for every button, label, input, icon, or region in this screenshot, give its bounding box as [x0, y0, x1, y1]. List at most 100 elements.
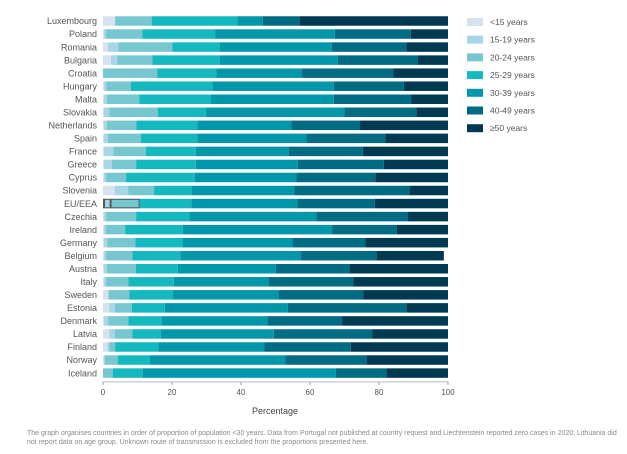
bar-segment — [219, 55, 338, 65]
bar-segment — [104, 316, 109, 326]
legend-swatch — [467, 53, 483, 62]
bar-segment — [332, 224, 397, 235]
bar-segment — [104, 277, 107, 287]
bar-segment — [297, 198, 375, 209]
bar-segment — [109, 303, 115, 313]
bar-segment — [103, 16, 116, 26]
category-label: Netherlands — [48, 121, 97, 131]
bar-segment — [136, 159, 196, 170]
bar-segment — [106, 277, 129, 287]
bar-segment — [275, 264, 350, 274]
bar-segment — [409, 185, 448, 196]
bar-segment — [205, 107, 345, 118]
bar-segment — [237, 16, 263, 26]
bar-segment — [353, 277, 448, 287]
bar-segment — [103, 211, 105, 222]
bar-segment — [342, 316, 448, 326]
bar-segment — [161, 316, 268, 326]
bar-segment — [132, 250, 181, 261]
bar-segment — [376, 250, 444, 261]
bar-segment — [103, 250, 105, 261]
bar-segment — [360, 120, 448, 131]
bar-segment — [173, 277, 269, 287]
tick-label: 0 — [101, 388, 106, 397]
bar-segment — [406, 42, 448, 52]
bar-segment — [104, 198, 111, 209]
bar-segment — [333, 94, 412, 104]
bar-segment — [365, 237, 448, 248]
bar-segment — [117, 55, 153, 65]
legend-label: ≥50 years — [490, 123, 527, 133]
bar-segment — [140, 133, 198, 144]
bar-segment — [136, 120, 198, 131]
bar-segment — [104, 146, 114, 157]
bar-segment — [173, 290, 279, 300]
category-label: Finland — [67, 342, 97, 352]
bar-segment — [103, 55, 111, 65]
bar-segment — [104, 211, 107, 222]
bar-segment — [182, 237, 293, 248]
tick-label: 80 — [375, 388, 384, 397]
bar-segment — [139, 94, 211, 104]
bar-segment — [164, 303, 288, 313]
bar-segment — [125, 224, 183, 235]
bar-segment — [215, 29, 335, 39]
bar-segment — [103, 107, 105, 118]
footnote: The graph organises countries in order o… — [27, 430, 617, 446]
bar-segment — [219, 42, 332, 52]
bar-segment — [103, 185, 115, 196]
bar-segment — [403, 81, 448, 91]
bar-segment — [210, 94, 334, 104]
bar-segment — [411, 94, 448, 104]
bar-segment — [296, 172, 376, 183]
legend-label: <15 years — [490, 17, 528, 27]
category-label: Iceland — [68, 368, 97, 378]
category-label: Luxembourg — [47, 16, 97, 26]
bar-segment — [139, 198, 192, 209]
bar-segment — [106, 250, 133, 261]
bar-segment — [103, 355, 105, 365]
bar-segment — [212, 81, 334, 91]
bar-segment — [363, 290, 448, 300]
bar-segment — [103, 133, 105, 144]
bar-segment — [107, 42, 119, 52]
bar-segment — [106, 81, 131, 91]
legend-label: 25-29 years — [490, 70, 535, 80]
category-label: Ireland — [69, 225, 97, 235]
category-label: EU/EEA — [64, 199, 97, 209]
bar-segment — [264, 342, 351, 352]
bar-segment — [103, 29, 105, 39]
bar-segment — [177, 264, 276, 274]
bar-segment — [306, 133, 386, 144]
bar-segment — [145, 146, 196, 157]
bar-segment — [108, 290, 130, 300]
bar-segment — [114, 185, 129, 196]
bar-segment — [344, 107, 417, 118]
bar-segment — [287, 303, 407, 313]
category-label: Croatia — [68, 68, 97, 78]
category-label: Greece — [67, 160, 97, 170]
category-label: Denmark — [60, 316, 97, 326]
bar-segment — [103, 342, 108, 352]
legend-label: 40-49 years — [490, 106, 535, 116]
bar-segment — [302, 68, 394, 78]
bar-segment — [337, 55, 418, 65]
bar-segment — [114, 329, 133, 339]
bar-segment — [115, 16, 152, 26]
bar-segment — [130, 81, 213, 91]
bar-segment — [103, 277, 105, 287]
bar-segment — [107, 237, 136, 248]
bar-segment — [109, 342, 116, 352]
bar-segment — [182, 224, 333, 235]
category-label: Estonia — [67, 303, 97, 313]
bar-segment — [335, 368, 387, 378]
bar-segment — [410, 29, 448, 39]
bar-segment — [110, 55, 118, 65]
bar-segment — [109, 107, 158, 118]
bar-segment — [103, 159, 105, 170]
bar-segment — [104, 250, 107, 261]
bar-segment — [157, 68, 217, 78]
bar-segment — [278, 290, 364, 300]
tick-label: 40 — [237, 388, 246, 397]
bar-segment — [372, 329, 448, 339]
